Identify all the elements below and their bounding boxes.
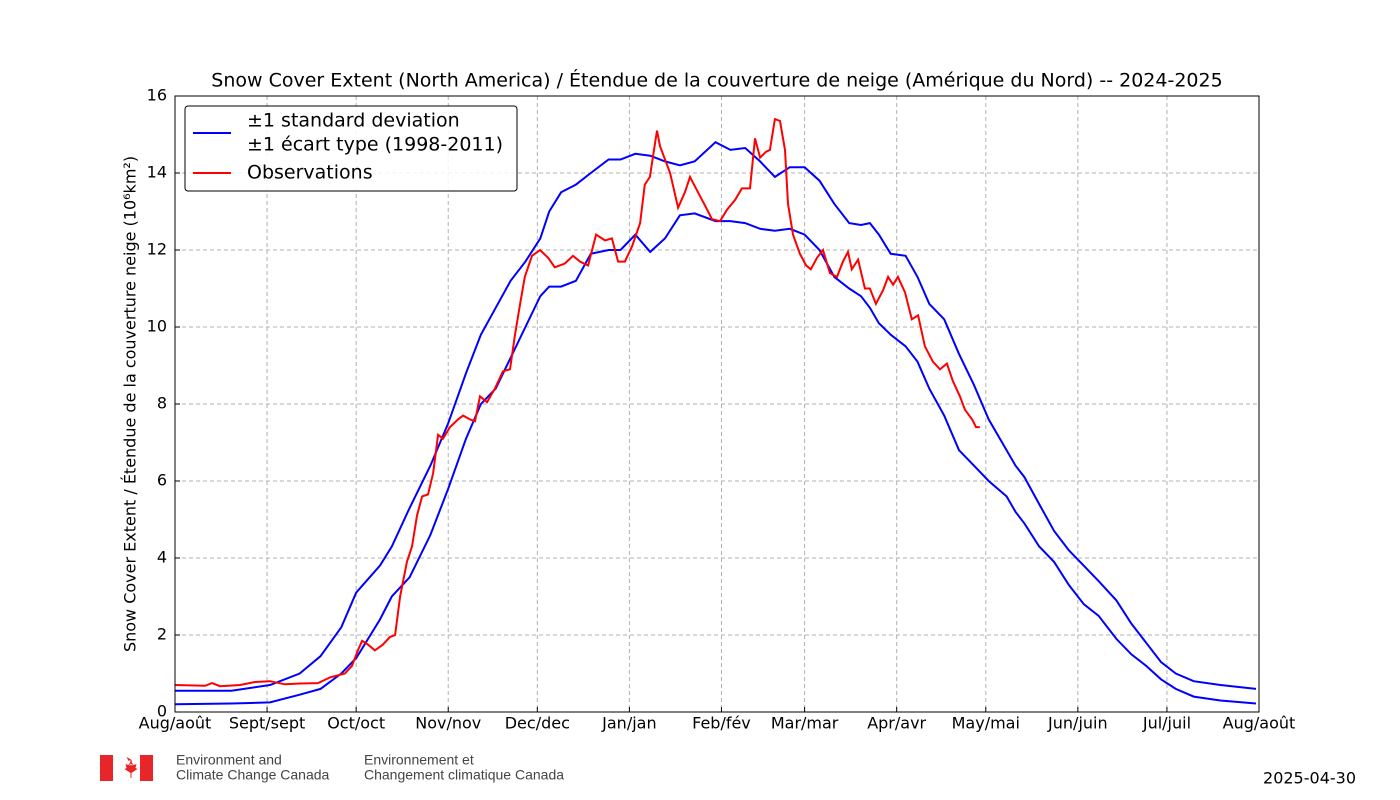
y-tick-label: 6 — [157, 471, 167, 490]
legend-label: ±1 standard deviation — [247, 110, 460, 132]
y-tick-label: 4 — [157, 548, 167, 567]
x-tick-label: Aug/août — [139, 714, 212, 733]
legend-label: ±1 écart type (1998-2011) — [247, 134, 503, 156]
x-tick-label: Jun/juin — [1047, 714, 1108, 733]
x-tick-label: Jan/jan — [601, 714, 656, 733]
x-tick-label: Mar/mar — [771, 714, 839, 733]
org-fr: Changement climatique Canada — [364, 767, 564, 783]
x-tick-label: Jul/juil — [1142, 714, 1191, 733]
legend-label: Observations — [247, 162, 373, 184]
logo — [100, 755, 153, 781]
x-tick-label: Dec/dec — [505, 714, 570, 733]
plot-frame — [174, 95, 1260, 713]
x-tick-label: Sept/sept — [229, 714, 305, 733]
x-tick-label: May/mai — [952, 714, 1020, 733]
y-tick-label: 16 — [147, 86, 167, 105]
org-en: Environment and — [176, 752, 282, 768]
chart-title: Snow Cover Extent (North America) / Éten… — [211, 69, 1222, 92]
x-tick-label: Aug/août — [1223, 714, 1296, 733]
legend-box — [184, 105, 518, 192]
org-en: Climate Change Canada — [176, 767, 330, 783]
date: 2025-04-30 — [1263, 769, 1356, 788]
x-tick-label: Feb/fév — [692, 714, 751, 733]
y-tick-label: 0 — [157, 702, 167, 721]
y-tick-label: 8 — [157, 394, 167, 413]
y-tick-label: 10 — [147, 317, 167, 336]
series-line — [174, 117, 980, 688]
y-axis-label: Snow Cover Extent / Étendue de la couver… — [121, 156, 140, 652]
x-tick-label: Apr/avr — [867, 714, 926, 733]
y-tick-label: 14 — [147, 163, 167, 182]
series-line — [174, 212, 1257, 706]
series-line — [175, 140, 1257, 692]
y-tick-label: 12 — [147, 240, 167, 259]
x-tick-label: Nov/nov — [415, 714, 481, 733]
x-tick-label: Oct/oct — [327, 714, 385, 733]
y-tick-label: 2 — [157, 625, 167, 644]
org-fr: Environnement et — [364, 752, 474, 768]
